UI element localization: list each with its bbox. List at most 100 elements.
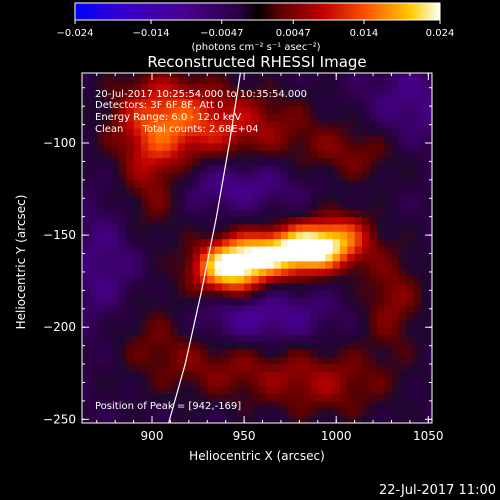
heatmap-cell [339, 238, 348, 247]
heatmap-cell [214, 172, 223, 181]
heatmap-cell [133, 73, 142, 78]
heatmap-cell [199, 393, 208, 402]
heatmap-cell [96, 157, 105, 166]
heatmap-cell [140, 290, 149, 299]
heatmap-cell [258, 305, 267, 313]
heatmap-cell [347, 260, 356, 269]
colorbar-tick-label: −0.0047 [200, 28, 243, 39]
heatmap-cell [104, 172, 112, 181]
heatmap-cell [376, 319, 385, 328]
heatmap-cell [384, 408, 392, 417]
heatmap-cell [140, 349, 149, 358]
heatmap-cell [258, 386, 267, 394]
heatmap-cell [207, 371, 216, 380]
heatmap-cell [207, 187, 216, 195]
heatmap-cell [133, 408, 142, 417]
heatmap-cell [280, 341, 289, 350]
heatmap-cell [339, 364, 348, 372]
heatmap-cell [420, 201, 429, 210]
heatmap-cell [140, 209, 149, 218]
heatmap-cell [104, 106, 112, 114]
heatmap-cell [155, 246, 164, 254]
heatmap-cell [126, 268, 134, 277]
heatmap-cell [222, 209, 230, 218]
heatmap-cell [82, 157, 90, 166]
heatmap-cell [118, 98, 127, 107]
heatmap-cell [428, 143, 432, 151]
heatmap-cell [391, 386, 400, 394]
heatmap-cell [192, 157, 201, 166]
heatmap-cell [89, 150, 98, 159]
heatmap-cell [199, 371, 208, 380]
heatmap-cell [207, 268, 216, 277]
heatmap-cell [258, 238, 267, 247]
heatmap-cell [391, 349, 400, 358]
heatmap-cell [140, 113, 149, 122]
heatmap-cell [295, 194, 304, 203]
heatmap-cell [398, 408, 407, 417]
heatmap-cell [273, 91, 282, 100]
heatmap-cell [310, 268, 319, 277]
heatmap-cell [310, 371, 319, 380]
heatmap-cell [369, 305, 378, 313]
heatmap-cell [126, 231, 134, 240]
heatmap-cell [420, 305, 429, 313]
heatmap-cell [303, 386, 311, 394]
heatmap-cell [229, 349, 238, 358]
heatmap-cell [362, 172, 370, 181]
heatmap-cell [295, 150, 304, 159]
heatmap-cell [229, 283, 238, 291]
heatmap-cell [229, 120, 238, 129]
heatmap-cell [280, 143, 289, 151]
heatmap-cell [266, 238, 274, 247]
heatmap-cell [362, 143, 370, 151]
heatmap-cell [214, 408, 223, 417]
heatmap-cell [163, 349, 171, 358]
heatmap-cell [280, 371, 289, 380]
heatmap-cell [339, 231, 348, 240]
heatmap-cell [406, 201, 414, 210]
heatmap-cell [177, 253, 186, 262]
heatmap-cell [258, 179, 267, 188]
heatmap-cell [280, 231, 289, 240]
heatmap-cell [295, 106, 304, 114]
heatmap-cell [244, 238, 252, 247]
heatmap-cell [199, 201, 208, 210]
heatmap-cell [369, 179, 378, 188]
heatmap-cell [288, 216, 297, 225]
heatmap-cell [295, 268, 304, 277]
heatmap-cell [310, 415, 319, 423]
heatmap-cell [229, 364, 238, 372]
heatmap-cell [280, 305, 289, 313]
heatmap-cell [428, 327, 432, 335]
annotation-detectors: Detectors: 3F 6F 8F, Att 0 [95, 100, 223, 111]
heatmap-cell [82, 290, 90, 299]
heatmap-cell [236, 135, 245, 144]
heatmap-cell [251, 216, 260, 225]
heatmap-cell [288, 172, 297, 181]
heatmap-cell [185, 319, 193, 328]
heatmap-cell [222, 84, 230, 92]
heatmap-cell [126, 319, 134, 328]
heatmap-cell [258, 128, 267, 137]
heatmap-cell [406, 113, 414, 122]
heatmap-cell [303, 319, 311, 328]
heatmap-cell [82, 135, 90, 144]
heatmap-cell [362, 84, 370, 92]
heatmap-cell [236, 275, 245, 284]
heatmap-cell [126, 275, 134, 284]
heatmap-cell [428, 238, 432, 247]
heatmap-cell [288, 283, 297, 291]
heatmap-cell [376, 290, 385, 299]
heatmap-cell [104, 224, 112, 232]
heatmap-cell [177, 238, 186, 247]
heatmap-cell [170, 312, 179, 321]
heatmap-cell [207, 253, 216, 262]
heatmap-cell [82, 172, 90, 181]
heatmap-cell [111, 246, 120, 254]
heatmap-cell [258, 209, 267, 218]
heatmap-cell [82, 349, 90, 358]
heatmap-cell [192, 283, 201, 291]
heatmap-cell [384, 179, 392, 188]
heatmap-cell [82, 378, 90, 387]
